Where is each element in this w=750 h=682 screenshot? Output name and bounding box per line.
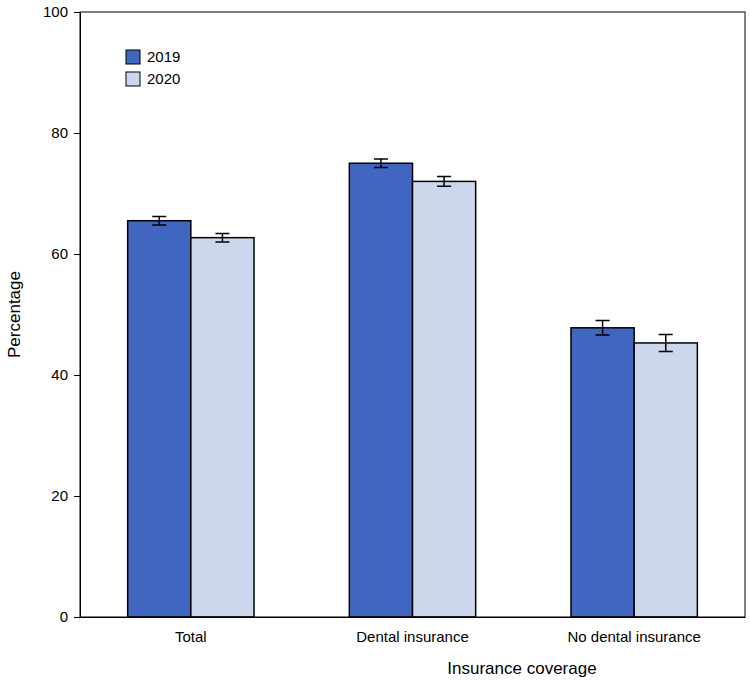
tick-mark bbox=[74, 254, 80, 255]
error-bar bbox=[215, 233, 229, 241]
tick-label: No dental insurance bbox=[567, 628, 700, 645]
y-axis: 0 20 40 60 80 100 bbox=[43, 3, 81, 625]
bar bbox=[128, 221, 191, 617]
series bbox=[128, 159, 635, 617]
legend-swatch bbox=[126, 72, 140, 86]
tick-label: Total bbox=[175, 628, 207, 645]
tick-label: 60 bbox=[51, 245, 68, 262]
tick: 100 bbox=[43, 3, 80, 20]
legend-item: 2020 bbox=[126, 70, 180, 87]
tick-label: 80 bbox=[51, 124, 68, 141]
legend-swatch bbox=[126, 50, 140, 64]
tick: 40 bbox=[51, 366, 80, 383]
tick-label: 40 bbox=[51, 366, 68, 383]
legend-label: 2020 bbox=[147, 70, 180, 87]
chart: 0 20 40 60 80 100 Total Dental insurance No dent… bbox=[0, 0, 750, 682]
tick: 80 bbox=[51, 124, 80, 141]
error-bar bbox=[596, 321, 610, 336]
bar bbox=[634, 343, 697, 617]
tick: Total bbox=[175, 617, 207, 645]
error-bar bbox=[437, 177, 451, 187]
plot-frame bbox=[80, 12, 745, 617]
tick-label: 20 bbox=[51, 487, 68, 504]
tick: No dental insurance bbox=[567, 617, 700, 645]
bar bbox=[349, 163, 412, 617]
legend: 2019 2020 bbox=[126, 48, 180, 87]
axis-line bbox=[80, 13, 81, 618]
tick-label: 0 bbox=[60, 608, 68, 625]
x-axis-title: Insurance coverage bbox=[447, 659, 596, 678]
bar bbox=[191, 238, 254, 617]
tick-mark bbox=[74, 496, 80, 497]
series bbox=[191, 177, 698, 617]
axis-line bbox=[81, 617, 746, 618]
tick-mark bbox=[74, 617, 80, 618]
plot: 0 20 40 60 80 100 Total Dental insurance No dent… bbox=[43, 3, 746, 644]
tick: 20 bbox=[51, 487, 80, 504]
tick: Dental insurance bbox=[356, 617, 469, 645]
tick-mark bbox=[74, 375, 80, 376]
y-axis-title: Percentage bbox=[5, 271, 24, 358]
tick-mark bbox=[74, 12, 80, 13]
error-bar bbox=[374, 159, 388, 167]
tick-mark bbox=[74, 133, 80, 134]
bars bbox=[128, 159, 698, 617]
tick: 0 bbox=[60, 608, 80, 625]
legend-label: 2019 bbox=[147, 48, 180, 65]
tick-label: 100 bbox=[43, 3, 68, 20]
error-bar bbox=[659, 334, 673, 351]
bar bbox=[571, 328, 634, 617]
tick-label: Dental insurance bbox=[356, 628, 469, 645]
x-axis: Total Dental insurance No dental insurance bbox=[81, 617, 746, 645]
error-bar bbox=[152, 216, 166, 224]
legend-item: 2019 bbox=[126, 48, 180, 65]
tick: 60 bbox=[51, 245, 80, 262]
bar bbox=[413, 181, 476, 617]
